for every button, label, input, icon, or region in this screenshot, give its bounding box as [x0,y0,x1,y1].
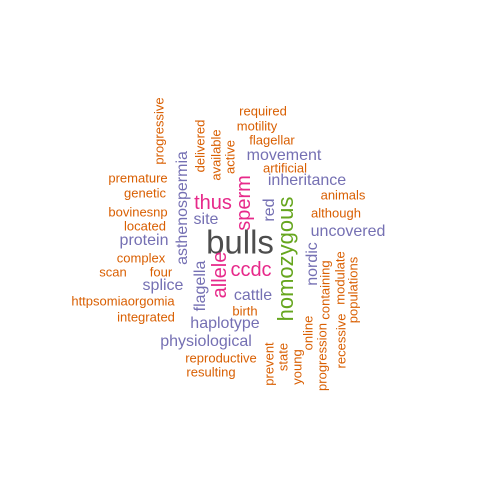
word-birth: birth [232,303,258,319]
word-premature: premature [108,170,168,186]
word-allele: allele [209,251,231,299]
word-four: four [149,264,173,280]
word-delivered: delivered [192,119,208,173]
word-sperm: sperm [233,175,255,231]
word-young: young [289,349,305,385]
word-required: required [239,103,287,119]
word-movement: movement [246,147,322,164]
word-cattle: cattle [233,287,273,304]
word-animals: animals [320,187,366,203]
word-available: available [208,129,224,181]
word-physiological: physiological [160,333,252,350]
word-homozygous: homozygous [273,196,298,322]
word-artificial: artificial [262,160,308,176]
word-flagellar: flagellar [249,132,295,148]
word-inheritance: inheritance [267,172,347,189]
word-bulls: bulls [206,223,274,261]
word-reproductive: reproductive [185,350,257,366]
word-ccdc: ccdc [230,259,272,281]
word-scan: scan [99,264,127,280]
word-thus: thus [194,192,232,214]
word-haplotype: haplotype [190,315,260,332]
word-uncovered: uncovered [310,223,386,240]
word-state: state [275,342,291,372]
word-genetic: genetic [124,185,166,201]
word-although: although [311,205,361,221]
word-resulting: resulting [186,364,236,380]
word-online: online [300,315,316,351]
word-integrated: integrated [117,309,175,325]
word-complex: complex [116,250,166,266]
word-populations: populations [345,256,361,324]
word-bovinesnp: bovinesnp [108,204,168,220]
word-active: active [222,140,238,174]
word-progression: progression [314,323,330,391]
word-red: red [261,198,278,222]
word-progressive: progressive [151,97,167,165]
word-httpsomiaorgomia: httpsomiaorgomia [71,293,175,309]
word-splice: splice [142,277,184,294]
word-motility: motility [236,118,278,134]
word-protein: protein [119,232,169,249]
word-prevent: prevent [261,342,277,386]
word-containing: containing [317,260,333,320]
word-located: located [124,218,166,234]
word-site: site [193,211,219,228]
word-flagella: flagella [192,260,209,312]
word-asthenospermia: asthenospermia [174,151,191,265]
